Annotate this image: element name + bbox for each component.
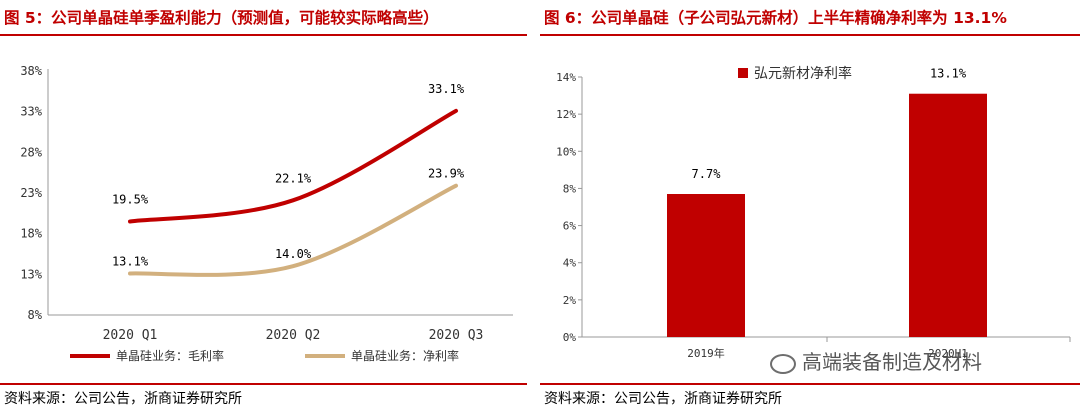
y-tick-label: 38% [20,64,42,78]
y-tick-label: 6% [563,220,577,233]
legend-swatch [738,68,748,78]
wechat-icon [770,353,796,374]
left-source-note: 资料来源：公司公告，浙商证券研究所 [4,391,242,407]
bar [909,93,987,337]
left-source-rule [0,383,527,385]
x-tick-label: 2019年 [687,346,725,360]
y-tick-label: 0% [563,331,577,344]
right-figure-panel: 图 6：公司单晶硅（子公司弘元新材）上半年精确净利率为 13.1% 0% 2% 4%… [540,0,1080,411]
right-figure-title: 图 6：公司单晶硅（子公司弘元新材）上半年精确净利率为 13.1% [544,9,1007,27]
y-tick-label: 8% [28,308,43,322]
legend-label: 单晶硅业务：毛利率 [116,348,224,363]
data-label: 33.1% [428,82,465,96]
left-figure-panel: 图 5：公司单晶硅单季盈利能力（预测值，可能较实际略高些） 8% 13% 18% 23… [0,0,527,411]
y-tick-label: 10% [556,145,576,158]
right-title-rule [540,34,1080,36]
data-label: 23.9% [428,167,465,181]
x-tick-label: 2020H1 [928,347,968,360]
watermark-text: 高端装备制造及材料 [802,350,982,374]
left-title-rule [0,34,527,36]
series-line [128,108,458,224]
y-tick-label: 33% [20,105,42,119]
left-figure-title: 图 5：公司单晶硅单季盈利能力（预测值，可能较实际略高些） [4,9,439,27]
legend-label: 弘元新材净利率 [754,65,852,82]
y-tick-label: 18% [20,227,42,241]
right-source-note: 资料来源：公司公告，浙商证券研究所 [544,391,782,407]
bar [667,194,745,337]
watermark: 高端装备制造及材料 [770,346,982,375]
data-label: 22.1% [275,171,312,185]
net-margin-bar-chart: 0% 2% 4% 6% 8% 10% 12% 14% 7.7% 2019年 13.1% 2020H1 弘… [556,65,1071,360]
right-source-rule [540,383,1080,385]
y-tick-label: 8% [563,182,577,195]
data-label: 13.1% [112,255,149,269]
legend-label: 单晶硅业务：净利率 [351,348,459,363]
y-tick-label: 4% [563,257,577,270]
y-tick-label: 12% [556,108,576,121]
x-tick-label: 2020 Q1 [103,328,158,343]
data-label: 13.1% [930,67,967,81]
data-label: 14.0% [275,247,312,261]
x-tick-label: 2020 Q2 [266,328,321,343]
y-tick-label: 23% [20,186,42,200]
y-tick-label: 2% [563,294,577,307]
data-label: 7.7% [692,167,722,181]
y-tick-label: 13% [20,267,42,281]
y-tick-label: 14% [556,71,576,84]
margin-line-chart: 8% 13% 18% 23% 28% 33% 38% 2020 Q1 2020 Q2 2020 Q… [20,64,513,363]
y-tick-label: 28% [20,145,42,159]
series-line [128,183,458,277]
x-tick-label: 2020 Q3 [429,328,484,343]
data-label: 19.5% [112,192,149,206]
